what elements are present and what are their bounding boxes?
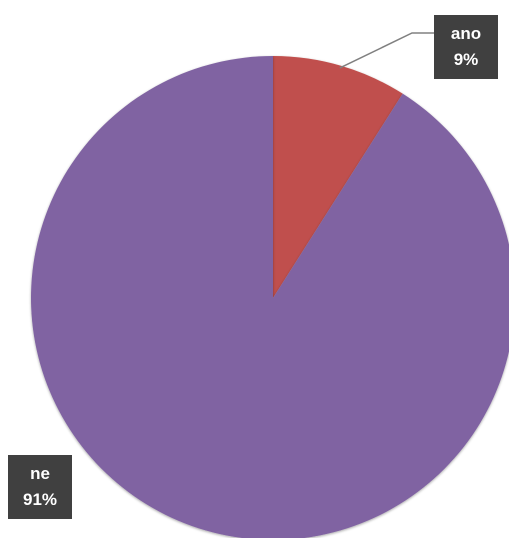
- data-label-category-ne: ne: [30, 464, 50, 483]
- data-label-box-ne: [8, 455, 72, 519]
- leader-line-ano: [339, 32, 434, 69]
- data-label-ano: ano 9%: [339, 15, 498, 79]
- data-label-box-ano: [434, 15, 498, 79]
- pie-data-labels: ano 9% ne 91%: [8, 15, 498, 519]
- pie-slice-ne: [31, 56, 509, 538]
- data-label-category-ano: ano: [451, 24, 481, 43]
- data-label-percent-ano: 9%: [454, 50, 479, 69]
- data-label-percent-ne: 91%: [23, 490, 57, 509]
- data-label-ne: ne 91%: [8, 455, 72, 519]
- pie-slices: [31, 56, 509, 538]
- pie-slice-ano: [273, 56, 403, 298]
